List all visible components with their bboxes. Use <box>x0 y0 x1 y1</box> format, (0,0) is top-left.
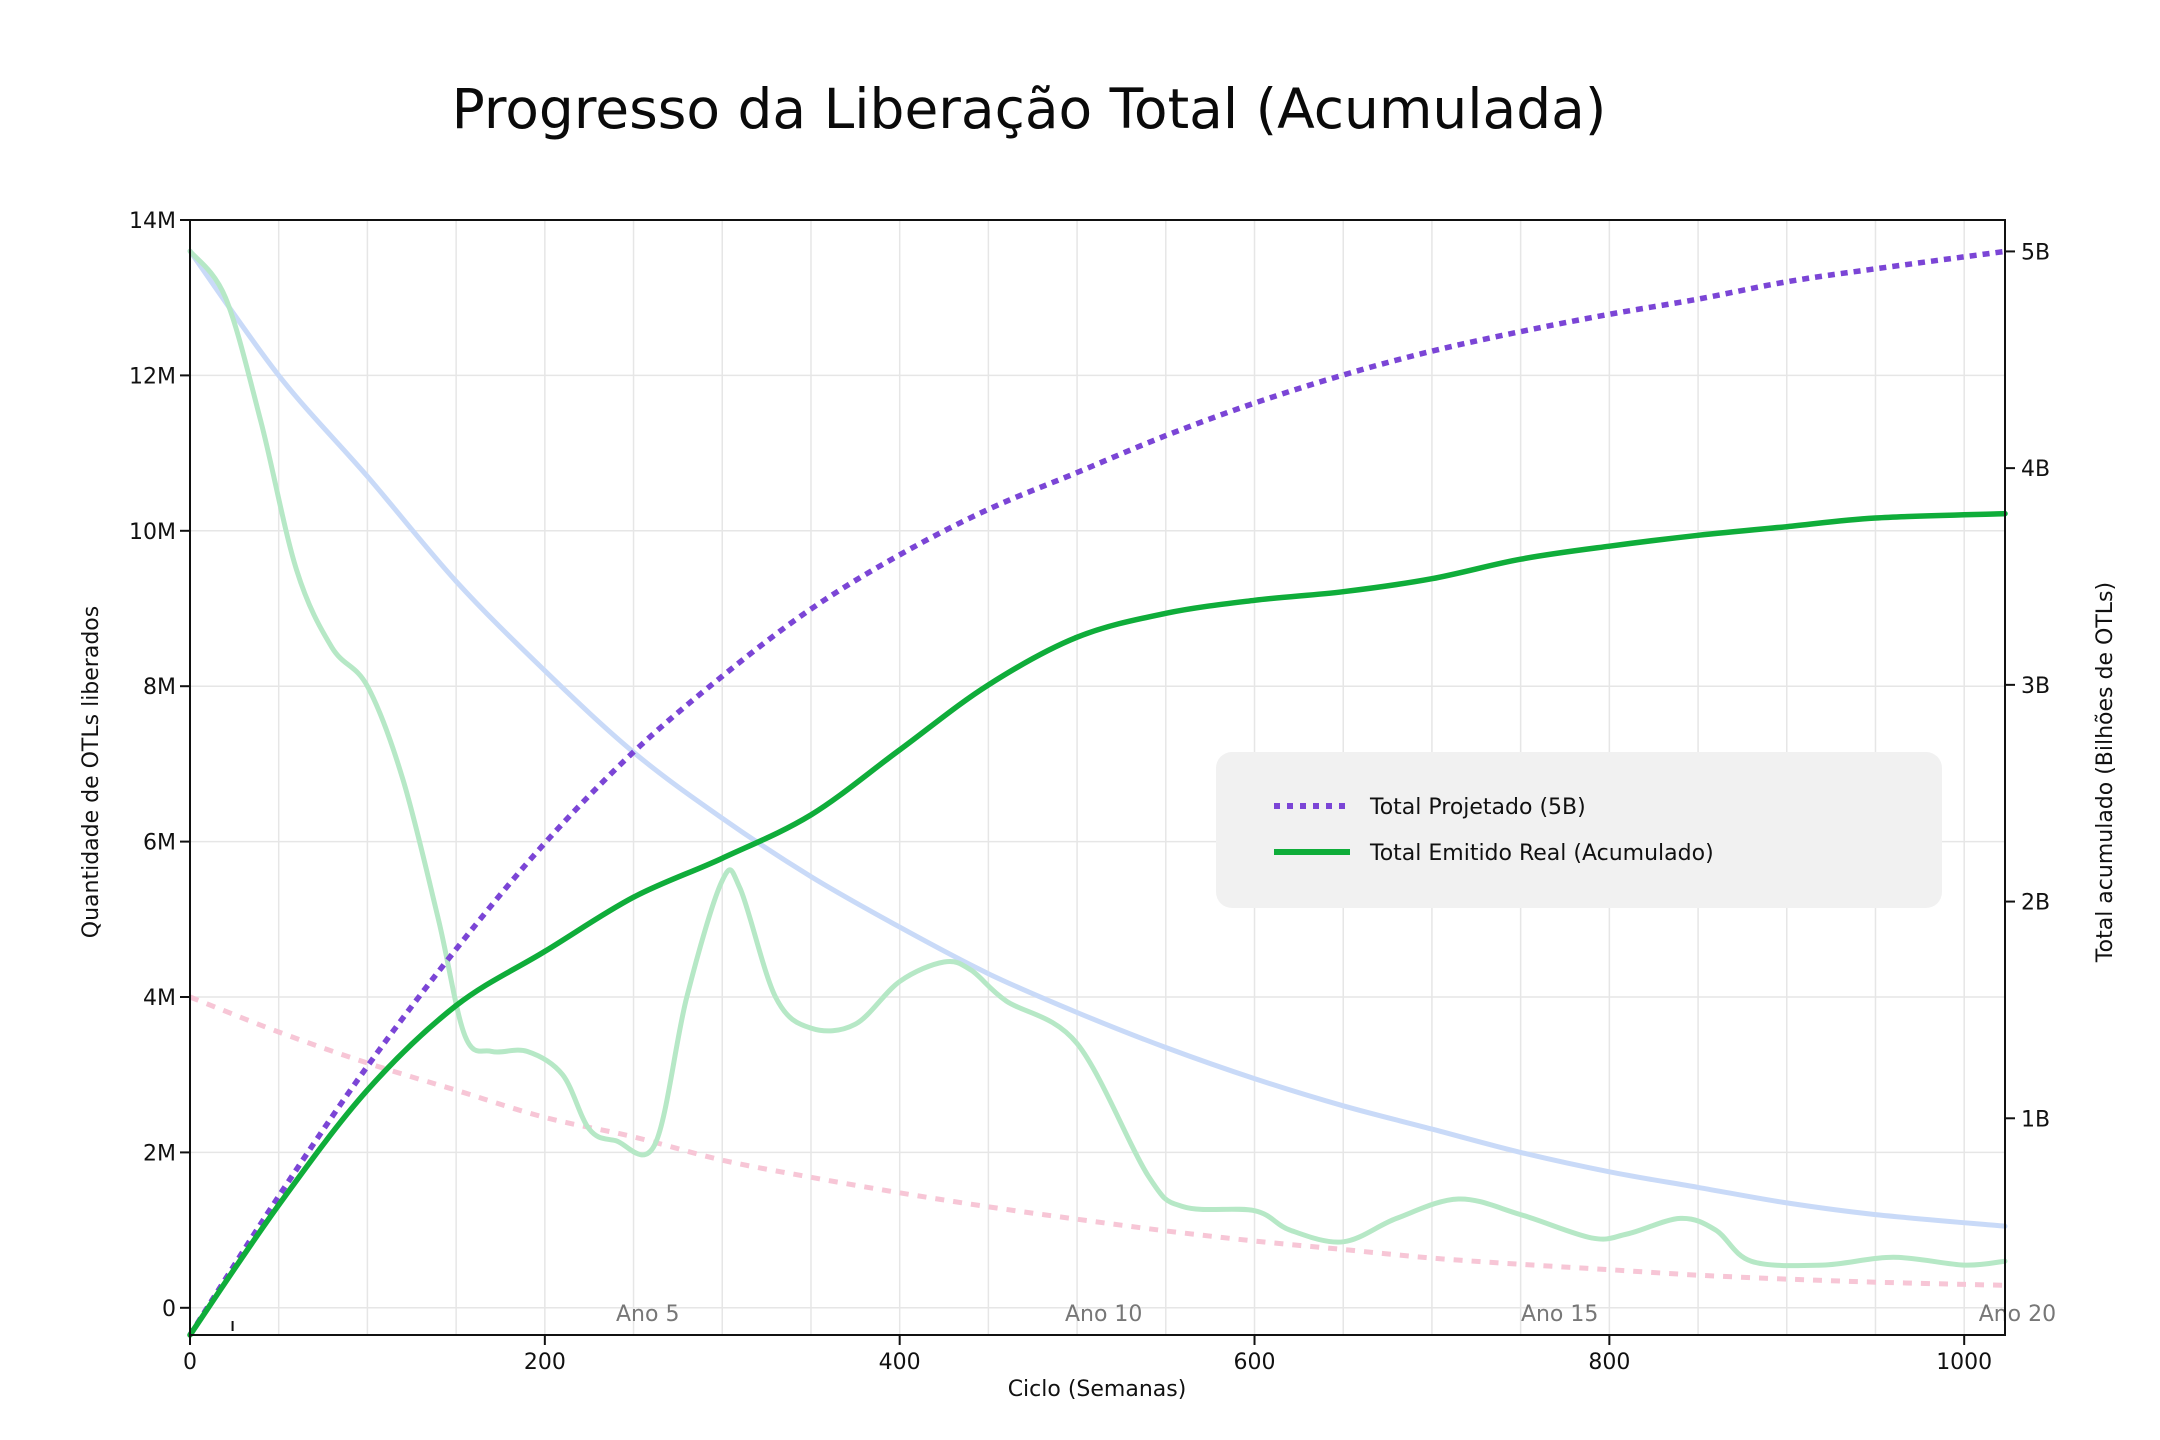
legend-label-emitted: Total Emitido Real (Acumulado) <box>1369 841 1714 866</box>
year-annotations: Ano 5 Ano 10 Ano 15 Ano 20 <box>616 1302 2056 1327</box>
main-series <box>187 248 2008 1338</box>
chart-title: Progresso da Liberação Total (Acumulada) <box>452 77 1607 141</box>
legend-label-projected: Total Projetado (5B) <box>1369 795 1586 820</box>
y-tick-label: 14M <box>129 209 176 234</box>
y-tick-label: 0 <box>162 1297 176 1322</box>
series-line-2 <box>187 248 2008 1229</box>
legend: Total Projetado (5B) Total Emitido Real … <box>1216 752 1942 908</box>
plot-frame <box>189 219 2006 1336</box>
year-annotation: Ano 20 <box>1979 1302 2056 1327</box>
y-tick-label: 8M <box>143 675 176 700</box>
y-axis-label: Quantidade de OTLs liberados <box>79 606 104 938</box>
legend-box <box>1216 752 1942 908</box>
y-tick-label: 6M <box>143 831 176 856</box>
y-axis-right: 1B 2B 3B 4B 5B <box>2005 240 2050 1132</box>
year-annotation: Ano 10 <box>1065 1302 1142 1327</box>
series-line-1 <box>187 510 2008 1338</box>
y-tick-label: 4M <box>143 986 176 1011</box>
x-tick-label: 600 <box>1234 1350 1276 1375</box>
y-tick-label: 2M <box>143 1141 176 1166</box>
year-annotation: Ano 5 <box>616 1302 679 1327</box>
series-line-3 <box>189 994 2006 1288</box>
y2-tick-label: 3B <box>2021 674 2050 699</box>
y2-tick-label: 4B <box>2021 457 2050 482</box>
x-axis: 0 200 400 600 800 1000 <box>183 1321 1992 1375</box>
year-annotation: Ano 15 <box>1521 1302 1598 1327</box>
series-line-4 <box>187 248 2008 1269</box>
x-axis-label: Ciclo (Semanas) <box>1008 1377 1187 1402</box>
y-axis-left: 0 2M 4M 6M 8M 10M 12M 14M <box>129 209 190 1322</box>
series-line-0 <box>187 248 2006 1337</box>
y2-tick-label: 1B <box>2021 1107 2050 1132</box>
x-tick-label: 0 <box>183 1350 197 1375</box>
background-series <box>187 248 2008 1288</box>
y-tick-label: 12M <box>129 364 176 389</box>
y-tick-label: 10M <box>129 520 176 545</box>
y2-tick-label: 5B <box>2021 240 2050 265</box>
y2-axis-label: Total acumulado (Bilhões de OTLs) <box>2093 582 2118 963</box>
x-tick-label: 400 <box>879 1350 921 1375</box>
x-tick-label: 800 <box>1588 1350 1630 1375</box>
y2-tick-label: 2B <box>2021 891 2050 916</box>
x-tick-label: 200 <box>524 1350 566 1375</box>
x-tick-label: 1000 <box>1936 1350 1992 1375</box>
